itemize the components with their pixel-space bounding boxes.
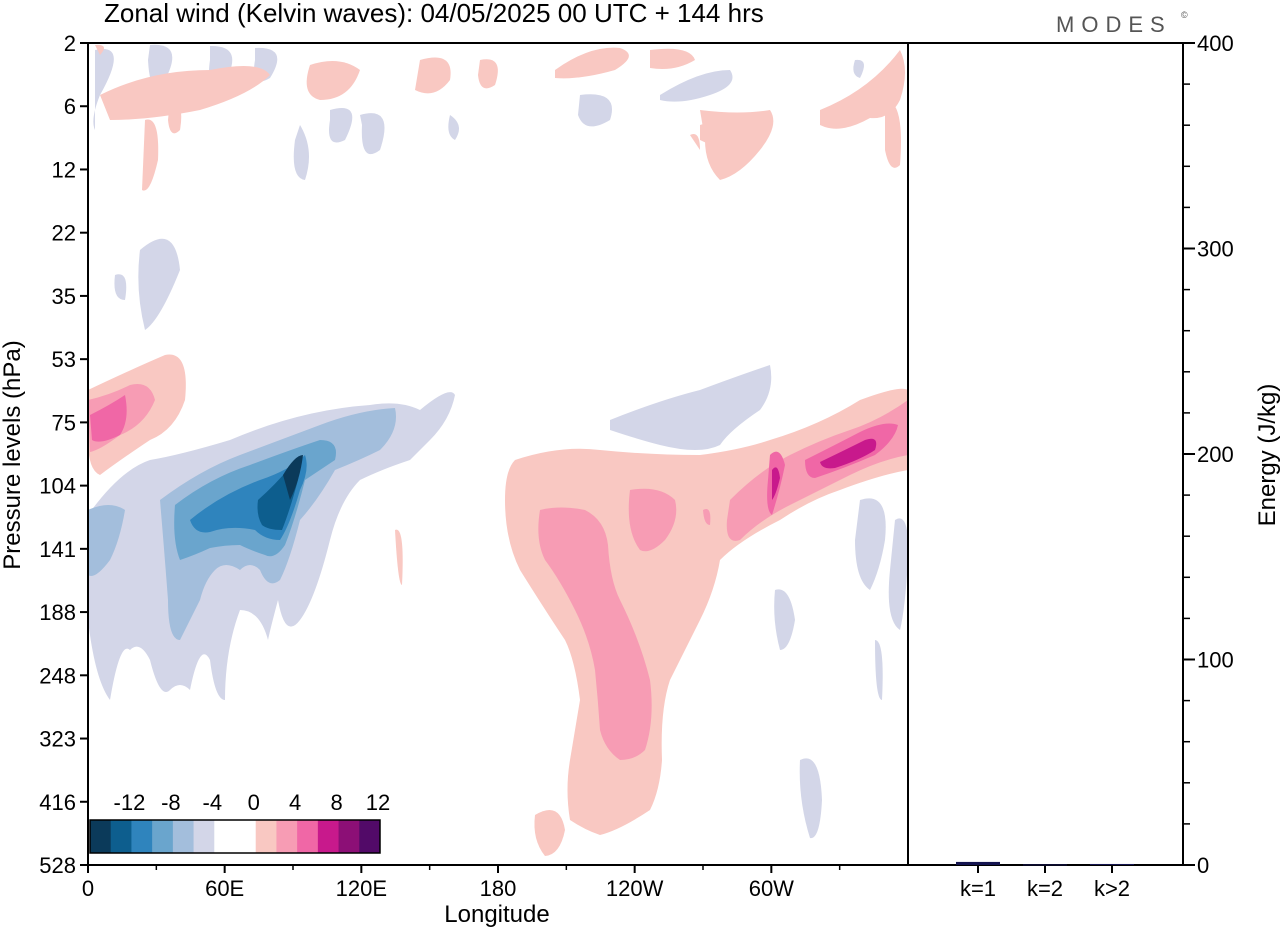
y-tick-label: 323	[39, 727, 76, 752]
x-tick-label: 120E	[336, 876, 387, 901]
y-tick-label: 53	[52, 347, 76, 372]
positive-contour-fill-magenta	[772, 438, 877, 500]
energy-tick-label: 400	[1197, 31, 1234, 56]
y-axis-label: Pressure levels (hPa)	[0, 340, 26, 569]
colorbar-swatch	[214, 820, 236, 853]
zonal-wind-heatmap	[88, 44, 908, 856]
x-tick-label: 60E	[205, 876, 244, 901]
y-tick-label: 528	[39, 853, 76, 878]
colorbar-swatch	[338, 820, 360, 853]
colorbar-label: 4	[289, 790, 301, 815]
y-tick-label: 248	[39, 663, 76, 688]
heatmap-axes: 0 60E 120E 180 120W 60W 2 6 12 22 35 53 75 104 141 188 2…	[39, 31, 841, 901]
colorbar-label: 8	[330, 790, 342, 815]
colorbar-swatch	[297, 820, 319, 853]
colorbar-swatch	[276, 820, 298, 853]
y-tick-label: 104	[39, 474, 76, 499]
colorbar-swatch	[193, 820, 215, 853]
y-tick-label: 6	[64, 94, 76, 119]
x-tick-label: 60W	[749, 876, 794, 901]
y-tick-label: 188	[39, 600, 76, 625]
colorbar-label: 0	[248, 790, 260, 815]
energy-category-label: k>2	[1094, 876, 1130, 901]
colorbar-swatch	[255, 820, 277, 853]
energy-tick-label: 0	[1197, 853, 1209, 878]
energy-bar-chart: 0 100 200 300 400 k=1 k=2 k>2	[956, 31, 1234, 901]
colorbar-frame	[89, 819, 381, 854]
y-tick-label: 75	[52, 410, 76, 435]
colorbar-label: 12	[366, 790, 390, 815]
y-tick-label: 141	[39, 537, 76, 562]
colorbar: -12 -8 -4 0 4 8 12	[89, 790, 390, 854]
x-axis-label: Longitude	[444, 901, 549, 928]
colorbar-swatch	[110, 820, 132, 853]
energy-tick-label: 100	[1197, 648, 1234, 673]
x-tick-label: 120W	[606, 876, 664, 901]
energy-bar	[1090, 863, 1134, 865]
y-tick-label: 12	[52, 157, 76, 182]
energy-tick-label: 300	[1197, 237, 1234, 262]
y-tick-label: 35	[52, 284, 76, 309]
brand-logo: MODES	[1056, 12, 1172, 37]
y-tick-label: 22	[52, 221, 76, 246]
energy-category-label: k=1	[960, 876, 996, 901]
x-tick-label: 0	[82, 876, 94, 901]
colorbar-label: -8	[161, 790, 181, 815]
colorbar-swatch	[235, 820, 257, 853]
x-tick-label: 180	[480, 876, 517, 901]
colorbar-swatch	[172, 820, 195, 853]
y-tick-label: 416	[39, 790, 76, 815]
energy-tick-label: 200	[1197, 442, 1234, 467]
energy-bar	[956, 861, 1000, 865]
brand-trademark: ©	[1181, 10, 1188, 20]
chart-title: Zonal wind (Kelvin waves): 04/05/2025 00…	[104, 0, 764, 28]
colorbar-label: -4	[203, 790, 223, 815]
energy-category-label: k=2	[1027, 876, 1063, 901]
negative-contour-fill-darkest	[257, 455, 303, 530]
colorbar-swatch	[131, 820, 153, 853]
energy-panel-frame	[907, 42, 1184, 866]
colorbar-label: -12	[114, 790, 146, 815]
colorbar-swatch	[359, 820, 381, 853]
energy-bar	[1023, 864, 1067, 866]
colorbar-swatch	[152, 820, 174, 853]
y-tick-label: 2	[64, 31, 76, 56]
colorbar-swatch	[317, 820, 340, 853]
colorbar-swatch	[90, 820, 112, 853]
energy-axis-label: Energy (J/kg)	[1254, 384, 1280, 527]
